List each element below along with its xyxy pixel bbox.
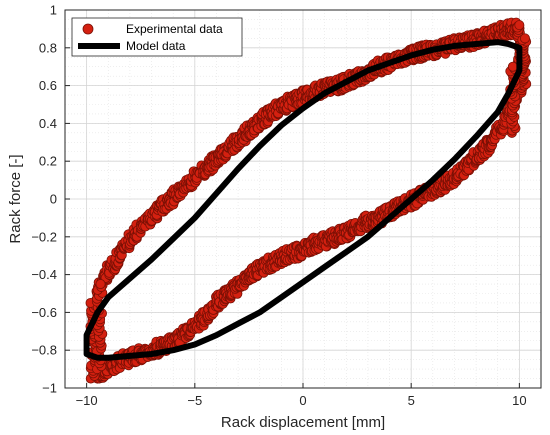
x-tick-label: 0: [299, 393, 306, 408]
data-point-edge: [514, 20, 525, 31]
y-tick-label: 0.8: [39, 40, 57, 55]
y-tick-label: 0.6: [39, 78, 57, 93]
y-tick-label: −0.6: [31, 305, 57, 320]
x-tick-label: 10: [512, 393, 526, 408]
x-tick-label: −10: [76, 393, 98, 408]
y-axis-label: Rack force [-]: [7, 154, 24, 243]
data-point-edge: [507, 61, 518, 72]
legend-marker-experimental: [82, 23, 94, 35]
ticks: −10 −5 0 5 10 −1 −0.8 −0.6 −0.4 −0.2 0 0.2 0.4 0.6 0.8…: [31, 3, 526, 409]
legend: Experimental data Model data: [71, 17, 243, 57]
y-tick-label: 0.2: [39, 154, 57, 169]
legend-label-model: Model data: [126, 39, 186, 53]
y-tick-label: 0.4: [39, 116, 57, 131]
legend-label-experimental: Experimental data: [126, 22, 223, 36]
y-tick-label: 0: [50, 192, 57, 207]
series-layer: [83, 17, 532, 384]
legend-box: [71, 17, 243, 57]
y-tick-label: −0.2: [31, 229, 57, 244]
x-tick-label: −5: [187, 393, 202, 408]
y-tick-label: 1: [50, 3, 57, 18]
y-tick-label: −0.8: [31, 343, 57, 358]
data-point-edge: [95, 279, 106, 290]
series-model-line: [83, 39, 523, 361]
x-axis-label: Rack displacement [mm]: [221, 414, 385, 431]
x-tick-label: 5: [408, 393, 415, 408]
y-tick-label: −1: [42, 381, 57, 396]
data-point-edge: [519, 33, 530, 44]
y-tick-label: −0.4: [31, 267, 57, 282]
